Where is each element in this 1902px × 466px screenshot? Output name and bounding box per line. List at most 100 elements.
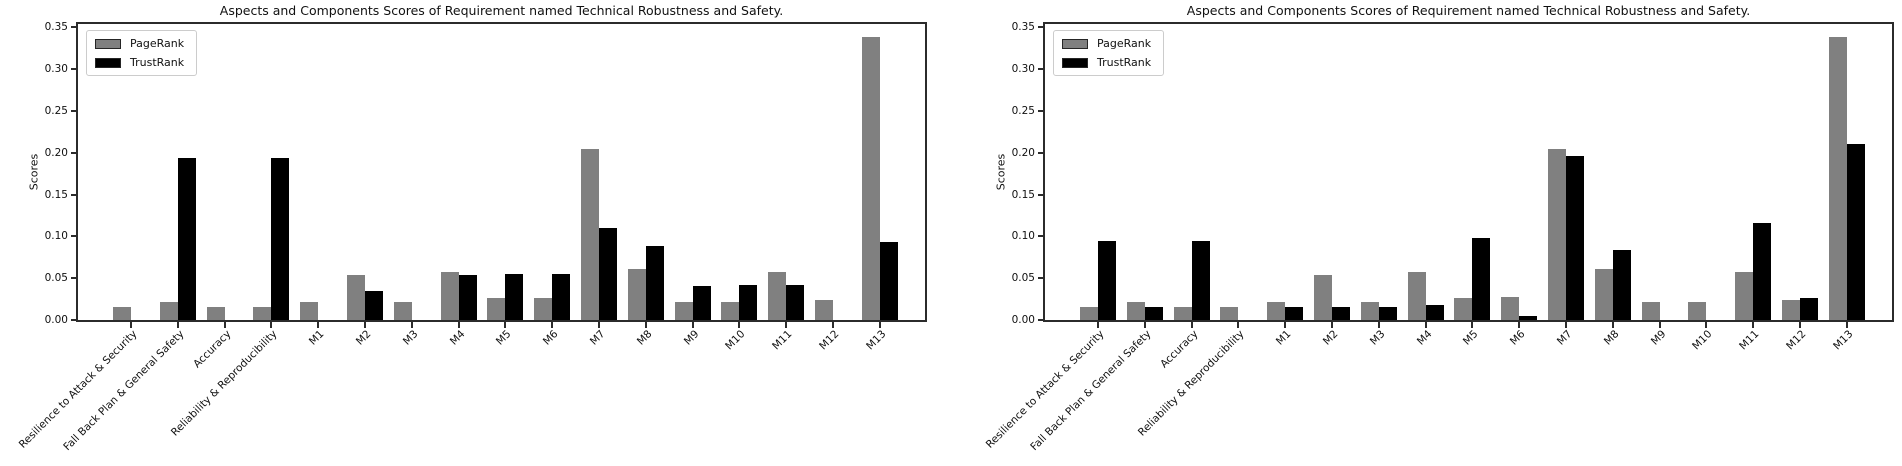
pagerank-swatch-icon bbox=[95, 38, 121, 49]
x-tick-label: M12 bbox=[1784, 328, 1809, 353]
y-tick-mark bbox=[71, 68, 76, 71]
bar-trustrank bbox=[1472, 238, 1491, 320]
y-tick-label: 0.00 bbox=[44, 314, 68, 326]
bar-pagerank bbox=[253, 306, 272, 320]
bar-pagerank bbox=[861, 36, 880, 320]
legend-label: TrustRank bbox=[1097, 56, 1152, 69]
x-tick-mark bbox=[1237, 322, 1240, 328]
bar-pagerank bbox=[1267, 302, 1286, 320]
bar-pagerank bbox=[1454, 298, 1473, 320]
legend-item-pagerank: PageRank bbox=[95, 37, 184, 50]
x-tick-label: M12 bbox=[817, 328, 842, 353]
bar-pagerank bbox=[1782, 299, 1800, 320]
x-tick-mark bbox=[738, 322, 741, 328]
bar-trustrank bbox=[1098, 241, 1116, 320]
bar-pagerank bbox=[768, 271, 787, 320]
x-tick-label: Accuracy bbox=[190, 328, 234, 371]
y-tick-label: 0.25 bbox=[1011, 105, 1035, 117]
x-tick-label: M6 bbox=[1508, 328, 1528, 348]
bar-pagerank bbox=[534, 298, 553, 320]
y-tick-label: 0.10 bbox=[44, 230, 68, 243]
x-tick-mark bbox=[504, 322, 507, 328]
x-tick-mark bbox=[364, 322, 366, 328]
y-tick-mark bbox=[1038, 26, 1043, 29]
legend-label: PageRank bbox=[1097, 37, 1152, 50]
right-chart: Aspects and Components Scores of Require… bbox=[951, 0, 1902, 466]
x-tick-label: M7 bbox=[587, 328, 608, 348]
y-tick-label: 0.15 bbox=[44, 188, 68, 201]
legend-label: PageRank bbox=[130, 37, 185, 50]
bar-trustrank bbox=[1144, 306, 1163, 320]
x-tick-label: M10 bbox=[723, 328, 748, 353]
y-tick-mark bbox=[1038, 235, 1043, 238]
x-tick-mark bbox=[878, 322, 881, 328]
x-tick-mark bbox=[223, 322, 226, 328]
bar-trustrank bbox=[1378, 306, 1397, 320]
x-tick-label: M1 bbox=[1274, 328, 1294, 348]
bar-trustrank bbox=[458, 274, 477, 320]
bar-trustrank bbox=[177, 157, 196, 320]
x-tick-mark bbox=[1705, 322, 1708, 328]
y-tick-label: 0.10 bbox=[1011, 230, 1035, 243]
left-chart: Aspects and Components Scores of Require… bbox=[17, 3, 927, 453]
bar-trustrank bbox=[271, 157, 290, 320]
y-tick-label: 0.20 bbox=[44, 146, 68, 159]
x-tick-mark bbox=[1471, 322, 1474, 328]
x-tick-mark bbox=[785, 322, 788, 328]
x-tick-mark bbox=[1097, 322, 1099, 328]
x-tick-mark bbox=[1424, 322, 1427, 328]
bar-pagerank bbox=[1594, 269, 1613, 320]
y-tick-mark bbox=[71, 235, 76, 238]
y-tick-label: 0.05 bbox=[44, 272, 68, 285]
bar-trustrank bbox=[505, 274, 524, 320]
y-tick-mark bbox=[1038, 277, 1043, 280]
y-tick-mark bbox=[71, 110, 76, 112]
bar-pagerank bbox=[815, 299, 833, 320]
legend: PageRank TrustRank bbox=[86, 30, 198, 76]
x-tick-label: M10 bbox=[1690, 328, 1715, 353]
bar-pagerank bbox=[300, 302, 319, 320]
bar-pagerank bbox=[1828, 36, 1847, 320]
y-tick-label: 0.25 bbox=[44, 105, 68, 117]
bar-trustrank bbox=[1753, 223, 1772, 320]
bar-trustrank bbox=[1191, 241, 1210, 320]
y-tick-mark bbox=[1038, 151, 1043, 154]
bar-trustrank bbox=[1612, 249, 1631, 320]
y-tick-mark bbox=[1038, 319, 1043, 321]
x-tick-label: M11 bbox=[770, 328, 795, 353]
bar-pagerank bbox=[440, 272, 459, 320]
bar-pagerank bbox=[1407, 271, 1426, 320]
y-tick-label: 0.20 bbox=[1011, 146, 1035, 159]
x-tick-label: M8 bbox=[1601, 328, 1622, 348]
x-tick-mark bbox=[1799, 322, 1801, 328]
y-tick-label: 0.35 bbox=[44, 21, 68, 34]
x-tick-mark bbox=[176, 322, 179, 328]
x-tick-label: M3 bbox=[400, 328, 421, 348]
y-tick-mark bbox=[71, 193, 76, 196]
x-tick-label: M8 bbox=[634, 328, 655, 348]
x-tick-label: M3 bbox=[1367, 328, 1388, 348]
bar-pagerank bbox=[1126, 302, 1145, 320]
bar-pagerank bbox=[581, 149, 599, 320]
x-tick-label: M4 bbox=[447, 328, 468, 348]
x-tick-label: M5 bbox=[1461, 328, 1481, 348]
x-tick-label: M5 bbox=[494, 328, 514, 348]
x-tick-label: M6 bbox=[541, 328, 561, 348]
y-tick-mark bbox=[71, 26, 76, 29]
bar-trustrank bbox=[1800, 298, 1818, 320]
y-tick-label: 0.30 bbox=[44, 63, 68, 76]
bar-trustrank bbox=[1425, 304, 1444, 320]
x-tick-mark bbox=[551, 322, 554, 328]
x-tick-label: M11 bbox=[1737, 328, 1762, 353]
bar-trustrank bbox=[692, 285, 711, 320]
x-tick-label: M9 bbox=[1648, 328, 1669, 348]
bar-pagerank bbox=[487, 298, 506, 320]
bar-trustrank bbox=[1332, 306, 1350, 320]
bar-trustrank bbox=[739, 284, 758, 320]
bar-trustrank bbox=[1519, 315, 1538, 320]
bar-pagerank bbox=[159, 302, 178, 320]
bar-trustrank bbox=[552, 274, 571, 320]
x-tick-mark bbox=[1845, 322, 1848, 328]
x-tick-mark bbox=[691, 322, 694, 328]
